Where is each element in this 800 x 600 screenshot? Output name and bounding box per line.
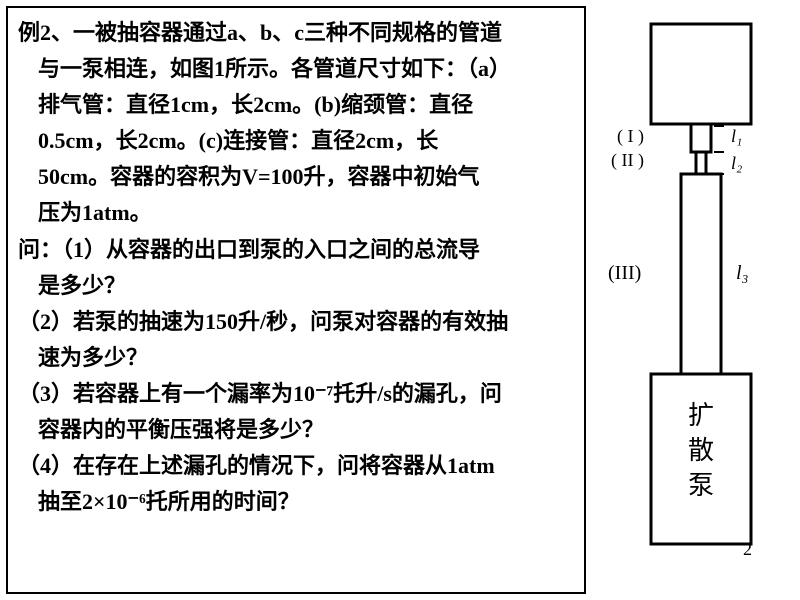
- question-4: （4）在存在上述漏孔的情况下，问将容器从1atm: [18, 449, 574, 483]
- label-l3: l₃: [736, 262, 749, 284]
- pump-char-2: 散: [688, 436, 714, 465]
- figure-diagram: ( I ) ( II ) (III) l₁ l₂ l₃ 扩 散 泵: [596, 14, 796, 574]
- intro-line: 排气管：直径1cm，长2cm。(b)缩颈管：直径: [18, 88, 574, 122]
- label-l1: l₁: [731, 126, 742, 146]
- question-4b: 抽至2×10⁻⁶托所用的时间？: [18, 485, 574, 519]
- question-3: （3）若容器上有一个漏率为10⁻⁷托升/s的漏孔，问: [18, 377, 574, 411]
- question-2: （2）若泵的抽速为150升/秒，问泵对容器的有效抽: [18, 305, 574, 339]
- pipe-pump-svg: ( I ) ( II ) (III) l₁ l₂ l₃ 扩 散 泵: [596, 14, 796, 574]
- intro-line: 50cm。容器的容积为V=100升，容器中初始气: [18, 160, 574, 194]
- label-I: ( I ): [617, 126, 644, 147]
- intro-line: 与一泵相连，如图1所示。各管道尺寸如下：（a）: [18, 52, 574, 86]
- content-frame: 例2、一被抽容器通过a、b、c三种不同规格的管道 与一泵相连，如图1所示。各管道…: [6, 6, 586, 594]
- question-2b: 速为多少？: [18, 341, 574, 375]
- label-III: (III): [608, 262, 641, 284]
- label-l2: l₂: [731, 153, 742, 173]
- problem-text: 例2、一被抽容器通过a、b、c三种不同规格的管道 与一泵相连，如图1所示。各管道…: [18, 16, 574, 519]
- question-1: 问：（1）从容器的出口到泵的入口之间的总流导: [18, 233, 574, 267]
- label-II: ( II ): [611, 150, 644, 171]
- intro-line: 0.5cm，长2cm。(c)连接管：直径2cm，长: [18, 124, 574, 158]
- vessel-rect: [651, 24, 751, 124]
- pipe-a: [691, 124, 711, 152]
- pump-char-1: 扩: [688, 401, 714, 430]
- page-number: 2: [743, 539, 752, 560]
- intro-line: 压为1atm。: [18, 196, 574, 230]
- question-3b: 容器内的平衡压强将是多少？: [18, 413, 574, 447]
- intro-line: 例2、一被抽容器通过a、b、c三种不同规格的管道: [18, 16, 574, 50]
- pipe-b: [696, 152, 706, 174]
- question-1b: 是多少？: [18, 269, 574, 303]
- pipe-c: [681, 174, 721, 374]
- pump-char-3: 泵: [688, 471, 714, 500]
